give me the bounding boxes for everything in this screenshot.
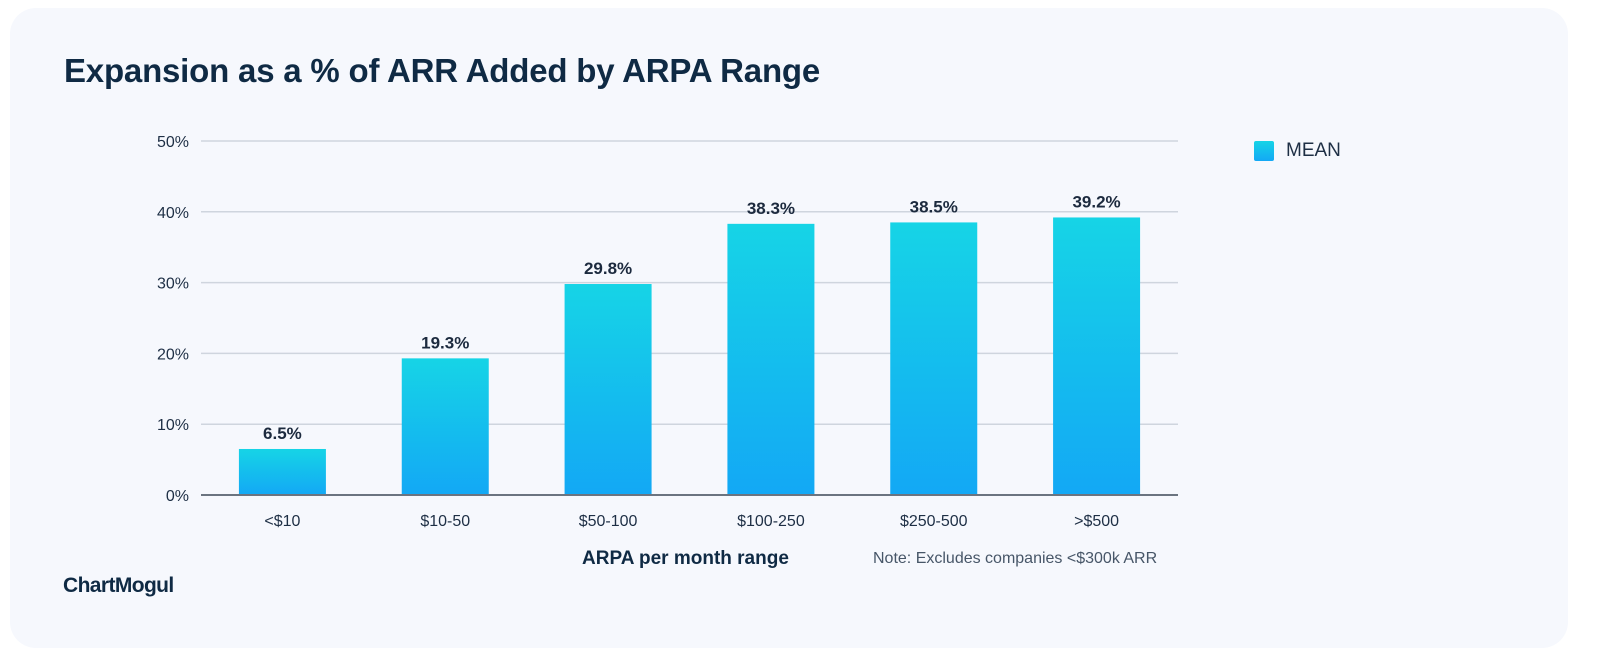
chart-note: Note: Excludes companies <$300k ARR	[873, 550, 1158, 567]
bar	[238, 448, 326, 495]
y-tick-label: 40%	[157, 205, 189, 222]
x-tick-label: $250-500	[900, 513, 968, 530]
bar-value-label: 38.5%	[910, 197, 958, 216]
bar-value-label: 39.2%	[1072, 192, 1120, 211]
bar	[890, 222, 978, 496]
bar	[727, 223, 815, 495]
x-tick-label: $10-50	[420, 513, 470, 530]
grid-lines	[201, 140, 1178, 425]
x-axis-label: ARPA per month range	[582, 548, 789, 569]
data-labels: 6.5% 19.3% 29.8% 38.3% 38.5% 39.2%	[263, 192, 1121, 443]
bar	[401, 358, 489, 495]
legend-label-mean: MEAN	[1286, 140, 1341, 161]
y-tick-label: 30%	[157, 276, 189, 293]
x-tick-label: $100-250	[737, 513, 805, 530]
x-tick-label: <$10	[264, 513, 300, 530]
y-axis-ticks: 0% 10% 20% 30% 40% 50%	[157, 134, 189, 505]
y-tick-label: 0%	[166, 488, 189, 505]
bars	[238, 217, 1141, 496]
y-tick-label: 50%	[157, 134, 189, 151]
x-axis-ticks: <$10 $10-50 $50-100 $100-250 $250-500 >$500	[264, 513, 1119, 530]
legend-swatch-mean	[1254, 141, 1274, 161]
chart-title: Expansion as a % of ARR Added by ARPA Ra…	[64, 52, 821, 89]
legend: MEAN	[1254, 140, 1341, 162]
x-tick-label: >$500	[1074, 513, 1119, 530]
y-tick-label: 10%	[157, 417, 189, 434]
bar-value-label: 19.3%	[421, 333, 469, 352]
bar-value-label: 6.5%	[263, 424, 302, 443]
x-tick-label: $50-100	[579, 513, 638, 530]
brand-logo: ChartMogul	[63, 574, 174, 597]
bar	[564, 284, 652, 495]
bar	[1053, 217, 1141, 496]
bar-value-label: 38.3%	[747, 199, 795, 218]
bar-value-label: 29.8%	[584, 259, 632, 278]
y-tick-label: 20%	[157, 346, 189, 363]
